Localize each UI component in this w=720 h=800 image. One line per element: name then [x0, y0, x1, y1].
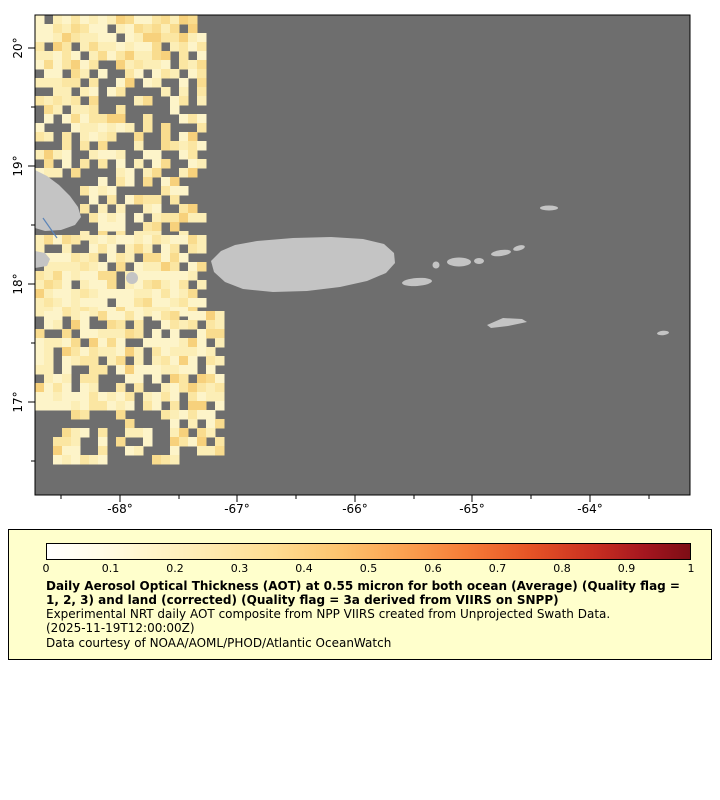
colorbar-tick-label: 0.8	[553, 562, 571, 575]
virgin-gorda-island	[513, 245, 525, 251]
anguilla-island	[657, 330, 669, 336]
st-thomas-island	[447, 257, 471, 267]
latitude-tick-label: 19°	[11, 155, 25, 176]
colorbar	[46, 543, 691, 560]
axis-ticks	[28, 47, 650, 502]
longitude-tick-label: -64°	[577, 502, 603, 516]
aot-map: -68° -67° -66° -65° -64° 20° 19° 18° 17°	[11, 14, 691, 516]
colorbar-tick-label: 0.3	[230, 562, 249, 575]
colorbar-tick-label: 0.4	[295, 562, 313, 575]
latitude-tick-label: 20°	[11, 37, 25, 58]
longitude-tick-label: -66°	[342, 502, 368, 516]
latitude-tick-label: 18°	[11, 273, 25, 294]
legend-box: 0 0.1 0.2 0.3 0.4 0.5 0.6 0.7 0.8 0.9 1 Daily Aero…	[8, 529, 712, 660]
st-john-island	[474, 258, 484, 264]
coastline-line	[42, 217, 58, 239]
puerto-rico-landmass	[211, 237, 395, 292]
colorbar-tick-label: 0.6	[424, 562, 442, 575]
legend-credit: Data courtesy of NOAA/AOML/PHOD/Atlantic…	[46, 635, 392, 650]
latitude-tick-label: 17°	[11, 391, 25, 412]
colorbar-ticks: 0 0.1 0.2 0.3 0.4 0.5 0.6 0.7 0.8 0.9 1	[42, 560, 695, 577]
aot-data-cells	[35, 15, 225, 465]
vieques-island	[402, 277, 432, 287]
axis-labels: -68° -67° -66° -65° -64° 20° 19° 18° 17°	[11, 37, 603, 516]
landmasses	[35, 170, 669, 336]
colorbar-tick-label: 0.9	[617, 562, 636, 575]
longitude-tick-label: -67°	[224, 502, 250, 516]
legend-text: Daily Aerosol Optical Thickness (AOT) at…	[46, 579, 693, 650]
legend-description: Experimental NRT daily AOT composite fro…	[46, 607, 611, 622]
longitude-tick-label: -65°	[459, 502, 485, 516]
culebra-island	[432, 261, 440, 269]
legend-timestamp: (2025-11-19T12:00:00Z)	[46, 621, 195, 636]
hispaniola-landmass	[35, 170, 81, 231]
mona-island	[126, 272, 138, 284]
tortola-island	[491, 249, 511, 257]
legend-title: Daily Aerosol Optical Thickness (AOT) at…	[46, 579, 680, 608]
colorbar-tick-label: 0.2	[166, 562, 184, 575]
longitude-tick-label: -68°	[107, 502, 133, 516]
colorbar-tick-label: 0.5	[359, 562, 378, 575]
st-croix-island	[487, 318, 527, 328]
saona-coastal-island	[35, 251, 50, 268]
anegada-island	[540, 205, 558, 211]
aot-map-page: -68° -67° -66° -65° -64° 20° 19° 18° 17° 0 0.1 0.2…	[8, 14, 712, 660]
colorbar-tick-label: 0	[42, 562, 50, 575]
map-frame	[34, 14, 691, 496]
colorbar-tick-label: 0.7	[488, 562, 507, 575]
colorbar-tick-label: 0.1	[101, 562, 120, 575]
colorbar-tick-label: 1	[687, 562, 695, 575]
